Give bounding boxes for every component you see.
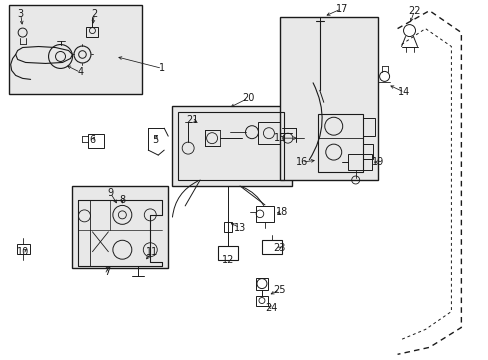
Text: 1: 1 bbox=[159, 63, 165, 73]
Text: 17: 17 bbox=[335, 4, 347, 14]
Text: 20: 20 bbox=[241, 93, 254, 103]
Text: 21: 21 bbox=[185, 115, 198, 125]
Bar bbox=[262, 240, 281, 254]
Text: 16: 16 bbox=[295, 157, 307, 167]
Bar bbox=[224, 222, 232, 232]
Text: 3: 3 bbox=[18, 9, 23, 19]
Text: 15: 15 bbox=[273, 133, 285, 143]
Text: 5: 5 bbox=[152, 135, 158, 145]
Bar bbox=[255, 296, 267, 306]
Text: 13: 13 bbox=[233, 223, 245, 233]
Bar bbox=[218, 246, 238, 260]
Bar bbox=[88, 134, 104, 148]
Bar bbox=[178, 112, 284, 180]
Bar bbox=[255, 206, 273, 222]
Text: 8: 8 bbox=[119, 195, 125, 205]
Bar bbox=[347, 154, 371, 170]
Text: 25: 25 bbox=[273, 284, 285, 294]
Text: 22: 22 bbox=[407, 6, 420, 15]
Text: 18: 18 bbox=[275, 207, 287, 217]
Text: 6: 6 bbox=[89, 135, 95, 145]
Text: 9: 9 bbox=[107, 188, 113, 198]
Text: 23: 23 bbox=[273, 243, 285, 253]
Bar bbox=[9, 5, 142, 94]
Bar bbox=[17, 244, 30, 254]
Bar bbox=[362, 144, 372, 159]
Text: 4: 4 bbox=[77, 67, 83, 77]
Bar bbox=[279, 17, 377, 180]
Bar bbox=[362, 118, 374, 136]
Text: 2: 2 bbox=[91, 9, 97, 19]
Bar bbox=[86, 27, 98, 37]
Text: 10: 10 bbox=[17, 247, 29, 257]
Text: 24: 24 bbox=[265, 302, 278, 312]
Text: 19: 19 bbox=[371, 157, 383, 167]
Text: 14: 14 bbox=[398, 87, 410, 97]
Text: 11: 11 bbox=[146, 247, 158, 257]
Bar bbox=[255, 278, 267, 289]
Bar bbox=[172, 106, 291, 186]
Bar bbox=[258, 122, 279, 144]
Bar bbox=[72, 186, 168, 268]
Text: 12: 12 bbox=[222, 255, 234, 265]
Bar bbox=[317, 114, 362, 172]
Text: 7: 7 bbox=[104, 267, 110, 276]
